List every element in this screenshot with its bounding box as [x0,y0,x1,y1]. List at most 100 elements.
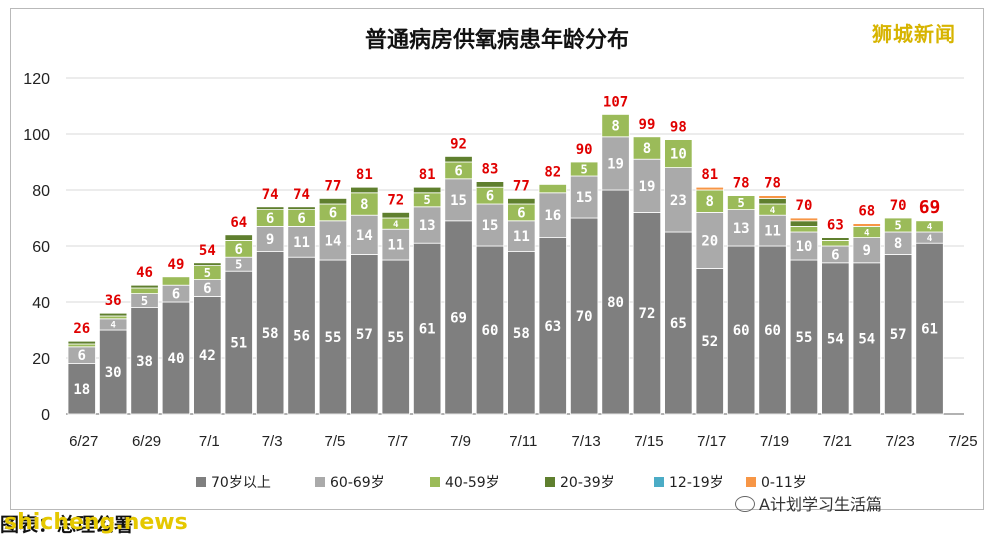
data-label: 23 [670,193,687,209]
data-label: 61 [419,322,436,338]
chart-source: 图表：总理公署 [0,514,134,536]
bar-segment [727,209,756,247]
x-tick-label: 7/3 [262,433,283,450]
data-label: 72 [639,306,656,322]
data-label: 57 [356,327,373,343]
bar-segment [915,242,944,415]
legend-label: 0-11岁 [761,475,807,491]
data-label: 51 [230,336,247,352]
bar-segment [664,167,693,233]
data-label: 60 [733,323,750,339]
x-tick-label: 7/17 [697,433,726,450]
data-label: 55 [796,330,813,346]
bar-segment [601,189,630,415]
data-label: 5 [895,218,902,232]
data-label: 5 [141,294,148,308]
bar-segment [884,217,913,233]
brand-logo: 狮城新闻 [872,22,956,46]
legend-label: 60-69岁 [330,475,385,491]
total-label: 49 [168,257,185,273]
bar-segment [789,225,819,233]
chart-title: 普通病房供氧病患年龄分布 [364,28,629,53]
data-label: 4 [110,320,116,331]
bar-segment [570,161,599,177]
data-label: 69 [450,310,467,326]
x-tick-label: 7/11 [509,433,537,450]
bar-segment [255,225,285,252]
legend-label: 70岁以上 [211,475,271,491]
total-label: 83 [482,162,499,178]
total-label: 70 [890,198,907,214]
data-label: 40 [168,351,185,367]
total-label: 81 [701,167,718,183]
data-label: 38 [136,354,153,370]
data-label: 11 [293,235,310,251]
bar-segment [821,239,850,247]
data-label: 5 [204,266,211,280]
bar-segment [99,312,128,317]
bar-segment [444,155,473,163]
data-label: 6 [203,281,211,297]
y-tick-label: 0 [41,407,50,424]
bar-segment [412,206,442,244]
bar-segment [287,206,316,211]
data-label: 9 [266,232,274,248]
wechat-account-name: A计划学习生活篇 [759,495,882,514]
x-tick-label: 6/27 [69,433,98,450]
data-label: 6 [454,163,462,179]
legend-label: 40-59岁 [445,475,500,491]
data-label: 60 [482,323,499,339]
bar-segment [444,220,473,415]
bar-segment [67,343,96,348]
data-label: 5 [581,162,588,176]
data-label: 80 [607,295,624,311]
bar-segment [601,114,630,138]
x-tick-label: 7/25 [948,433,977,450]
watermark: shicheng.news [4,510,188,535]
data-label: 4 [927,233,933,244]
legend-swatch [196,477,206,487]
x-tick-label: 7/9 [450,433,471,450]
data-label: 63 [544,319,561,335]
legend-label: 12-19岁 [669,475,724,491]
data-label: 9 [863,243,871,259]
data-label: 6 [235,242,243,258]
bar-segment [852,223,881,227]
data-label: 4 [927,222,933,233]
legend-swatch [654,477,664,487]
data-label: 56 [293,329,310,345]
total-label: 107 [603,94,628,110]
bar-segment [758,214,787,247]
y-tick-label: 60 [32,239,50,256]
bar-segment [130,287,159,294]
bar-segment [318,220,348,261]
data-label: 6 [266,211,274,227]
legend-swatch [430,477,440,487]
x-tick-label: 7/21 [823,433,852,450]
total-label: 92 [450,136,467,152]
data-label: 13 [733,221,750,237]
total-label: 74 [262,187,279,203]
bar-segment [852,237,881,264]
total-label: 46 [136,265,153,281]
bar-segment [538,183,567,194]
data-label: 54 [858,331,875,347]
bar-segment [695,211,724,269]
bar-segment [695,267,724,415]
legend-label: 20-39岁 [560,475,615,491]
x-tick-label: 7/1 [199,433,220,450]
data-label: 60 [764,323,781,339]
data-label: 4 [770,205,776,216]
data-label: 5 [424,193,431,207]
x-tick-label: 7/7 [387,433,408,450]
bar-segment [884,253,913,415]
y-tick-label: 40 [32,295,50,312]
bar-segment [507,220,536,253]
bar-segment [193,262,222,266]
data-label: 6 [486,189,494,205]
bar-segment [538,237,567,415]
bar-segment [821,237,850,241]
bar-segment [412,186,442,194]
bar-segment [475,245,505,415]
data-label: 10 [796,239,813,255]
